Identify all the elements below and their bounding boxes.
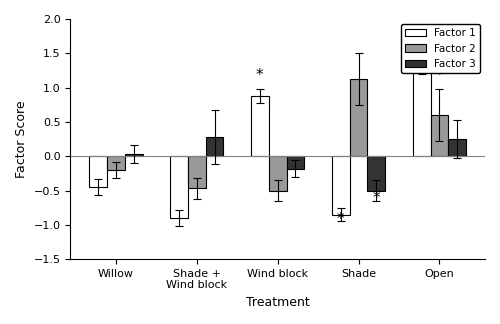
- Bar: [368, 156, 385, 191]
- Bar: [124, 154, 142, 156]
- Bar: [170, 156, 188, 218]
- Bar: [251, 96, 268, 156]
- Bar: [430, 115, 448, 156]
- Bar: [268, 156, 286, 191]
- Y-axis label: Factor Score: Factor Score: [15, 100, 28, 178]
- Text: *: *: [436, 68, 444, 84]
- Bar: [89, 156, 107, 187]
- Bar: [350, 79, 368, 156]
- Legend: Factor 1, Factor 2, Factor 3: Factor 1, Factor 2, Factor 3: [400, 24, 480, 73]
- Text: *: *: [337, 212, 344, 227]
- Text: *: *: [372, 191, 380, 206]
- Bar: [448, 139, 466, 156]
- Bar: [188, 156, 206, 189]
- Text: *: *: [256, 68, 264, 84]
- Bar: [332, 156, 349, 214]
- X-axis label: Treatment: Treatment: [246, 296, 310, 309]
- Text: *: *: [418, 40, 426, 55]
- Bar: [206, 137, 224, 156]
- Bar: [413, 67, 430, 156]
- Bar: [107, 156, 124, 170]
- Bar: [286, 156, 304, 168]
